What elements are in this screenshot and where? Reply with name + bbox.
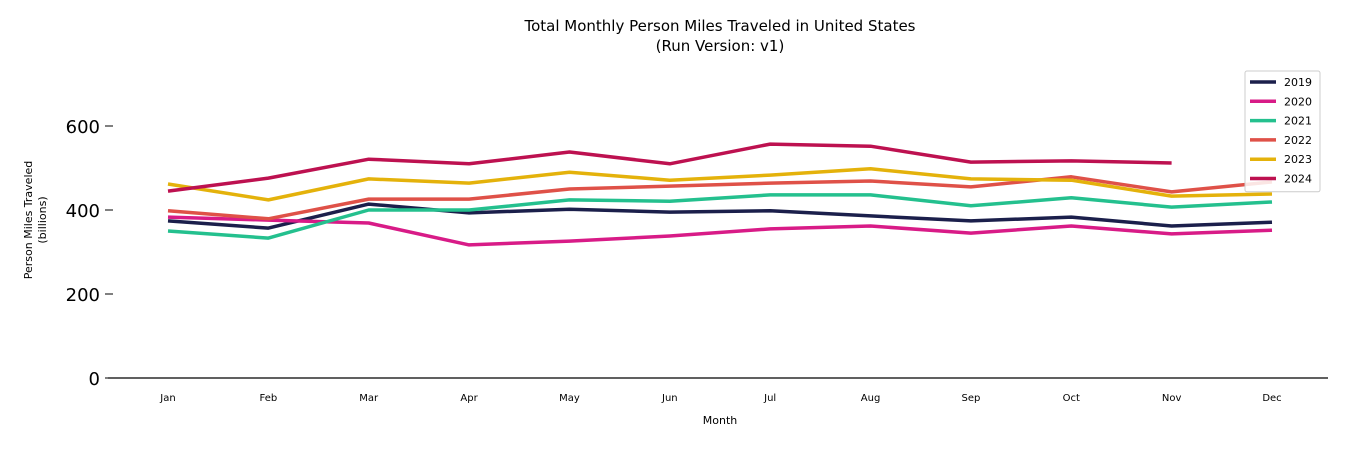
legend: 2019 2020 2021 2022 2023 2024	[1244, 70, 1321, 193]
y-axis-unit: (billions)	[36, 196, 49, 243]
legend-label: 2022	[1284, 134, 1312, 147]
y-tick-label: 400	[66, 201, 100, 222]
x-tick-label: Jan	[159, 393, 175, 404]
x-axis-label: Month	[703, 414, 738, 427]
chart-title: Total Monthly Person Miles Traveled in U…	[523, 17, 915, 35]
y-tick-label: 200	[66, 285, 100, 306]
x-tick-label: Oct	[1063, 393, 1080, 404]
series-line-2022	[167, 175, 1273, 221]
legend-label: 2020	[1284, 95, 1312, 108]
legend-label: 2023	[1284, 153, 1312, 166]
x-tick-label: Nov	[1162, 393, 1182, 404]
legend-label: 2021	[1284, 115, 1312, 128]
x-tick-label: Dec	[1262, 393, 1281, 404]
legend-label: 2019	[1284, 76, 1312, 89]
series-line-2020	[167, 215, 1273, 247]
x-tick-label: Feb	[260, 393, 278, 404]
x-tick-label: Jun	[661, 393, 678, 404]
y-tick-label: 600	[66, 117, 100, 138]
x-tick-label: Apr	[460, 393, 478, 404]
x-tick-label: Mar	[359, 393, 379, 404]
legend-label: 2024	[1284, 173, 1312, 186]
series-line-2019	[167, 202, 1273, 230]
x-tick-label: Jul	[763, 393, 776, 404]
series-line-2024	[167, 142, 1172, 193]
y-axis-label: Person Miles Traveled	[22, 161, 35, 280]
x-tick-label: May	[559, 393, 580, 404]
x-tick-label: Aug	[861, 393, 881, 404]
series-line-2021	[167, 193, 1273, 240]
series-line-2023	[167, 167, 1273, 202]
y-tick-label: 0	[89, 369, 100, 390]
x-tick-label: Sep	[961, 393, 980, 404]
chart-subtitle: (Run Version: v1)	[656, 37, 785, 55]
